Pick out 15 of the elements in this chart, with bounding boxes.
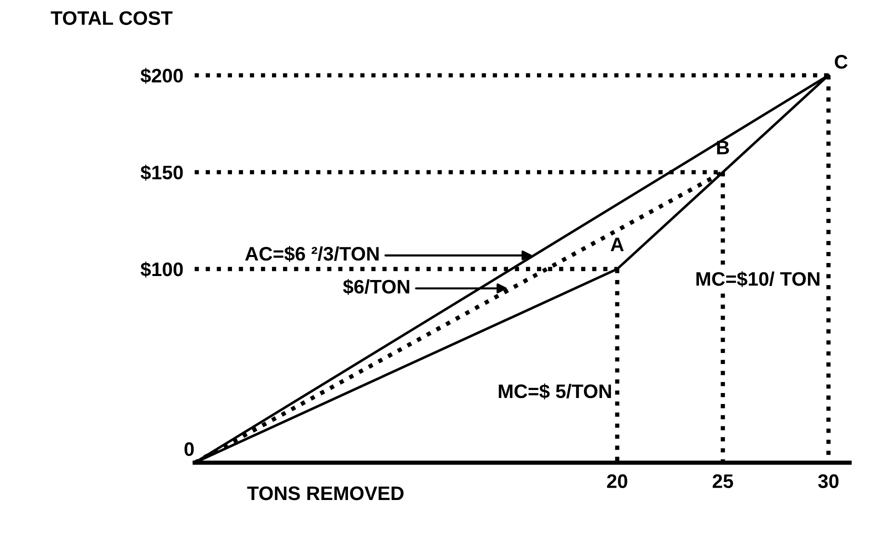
y-axis-title: TOTAL COST [50,11,173,25]
x-tick-label: 30 [818,474,838,488]
x-axis-title: TONS REMOVED [247,486,404,500]
annotation: MC=$ 5/TON [498,384,611,400]
y-tick-label: $150 [140,164,183,181]
y-tick-label: $200 [140,68,183,84]
annotation: MC=$10/ TON [696,271,820,288]
annotation: AC=$6 ²/3/TON [245,246,379,262]
annotation: 0 [184,442,194,456]
y-tick-label: $100 [140,262,183,278]
annotation: C [834,54,848,69]
annotation: $6/TON [343,278,410,295]
x-tick-label: 25 [712,474,734,488]
annotation: A [610,238,624,252]
x-tick-label: 20 [607,474,628,488]
